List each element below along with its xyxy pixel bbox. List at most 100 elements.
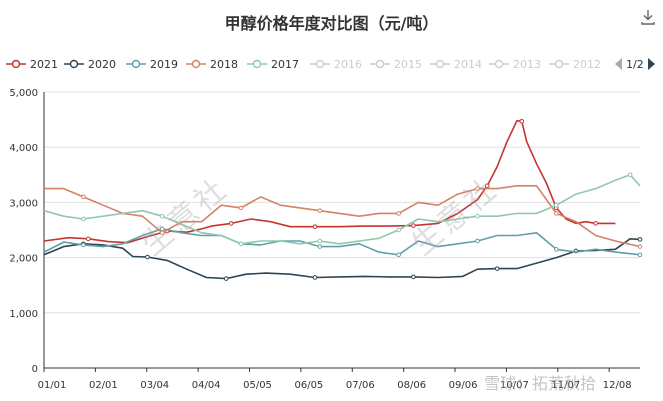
legend-item-2020[interactable]: 2020 [64, 54, 116, 74]
data-point-2020 [223, 276, 229, 281]
legend-item-2019[interactable]: 2019 [126, 54, 178, 74]
x-tick-label: 02/01 [89, 380, 118, 391]
y-tick-label: 2,000 [9, 254, 38, 265]
series-line-2021 [43, 119, 616, 244]
legend-item-2017[interactable]: 2017 [247, 54, 299, 74]
legend-item-2013[interactable]: 2013 [489, 54, 541, 74]
data-point-2018 [81, 194, 86, 200]
data-point-2020 [494, 266, 500, 271]
data-point-2019 [81, 242, 86, 248]
y-tick-label: 3,000 [9, 198, 38, 209]
x-tick-label: 10/07 [500, 380, 529, 391]
legend-item-2015[interactable]: 2015 [370, 54, 422, 74]
data-point-2017 [627, 172, 633, 178]
footer-watermark: 雪球：拓荒秋拾 [484, 374, 597, 393]
data-point-2019 [475, 238, 480, 244]
legend-item-2014[interactable]: 2014 [430, 54, 482, 74]
data-point-2021 [411, 223, 416, 228]
data-point-2020 [411, 274, 416, 280]
data-point-2021 [519, 118, 525, 124]
legend-label: 2021 [30, 57, 58, 71]
legend-swatch-marker [315, 59, 325, 69]
chevron-right-icon[interactable] [647, 58, 655, 70]
data-point-2020 [637, 237, 643, 242]
data-point-2019 [317, 244, 323, 249]
legend-swatch-marker [131, 59, 141, 69]
data-point-2017 [317, 238, 323, 244]
legend-label: 2013 [513, 57, 541, 71]
data-point-2018 [238, 205, 244, 211]
legend-swatch-marker [69, 59, 79, 69]
legend-swatch-icon [186, 59, 206, 69]
x-tick-label: 08/06 [397, 380, 426, 391]
legend-swatch-icon [430, 59, 450, 69]
legend-item-2018[interactable]: 2018 [186, 54, 238, 74]
legend-swatch-marker [435, 59, 445, 69]
chart-title: 甲醇价格年度对比图（元/吨） [224, 14, 439, 33]
legend: 2021 2020 2019 2018 2017 2016 2015 2014 2013 2012 [0, 54, 663, 74]
data-point-2017 [238, 241, 244, 247]
y-tick-label: 4,000 [9, 143, 38, 154]
series-line-2017 [43, 174, 641, 245]
data-point-2018 [159, 230, 165, 236]
data-point-2019 [637, 252, 643, 258]
data-point-2018 [637, 244, 643, 249]
legend-swatch-icon [64, 59, 84, 69]
legend-swatch-marker [252, 59, 262, 69]
data-point-2017 [396, 227, 401, 233]
x-tick-label: 06/05 [294, 380, 323, 391]
legend-label: 2014 [454, 57, 482, 71]
data-point-2021 [228, 221, 234, 226]
data-point-2019 [553, 247, 559, 252]
legend-item-2012[interactable]: 2012 [549, 54, 601, 74]
legend-label: 2019 [150, 57, 178, 71]
data-point-2017 [159, 213, 165, 219]
legend-swatch-icon [6, 59, 26, 69]
series-line-2018 [44, 185, 641, 248]
data-point-2018 [553, 211, 559, 216]
legend-swatch-icon [489, 59, 509, 69]
legend-swatch-icon [370, 59, 390, 69]
x-tick-label: 07/06 [346, 380, 375, 391]
series-line-2020 [43, 238, 641, 280]
legend-swatch-marker [375, 59, 385, 69]
y-tick-label: 5,000 [9, 88, 38, 99]
legend-swatch-icon [310, 59, 330, 69]
download-icon[interactable] [639, 8, 657, 26]
data-point-2019 [396, 252, 401, 258]
data-point-2021 [86, 236, 91, 242]
data-point-2021 [485, 183, 490, 189]
legend-swatch-icon [126, 59, 146, 69]
legend-item-2016[interactable]: 2016 [310, 54, 362, 74]
data-point-2018 [396, 211, 401, 216]
x-tick-label: 04/04 [192, 380, 221, 391]
legend-label: 2018 [210, 57, 238, 71]
data-point-2017 [475, 213, 480, 219]
legend-label: 2012 [573, 57, 601, 71]
x-tick-label: 01/01 [38, 380, 67, 391]
data-point-2017 [553, 202, 559, 208]
legend-item-2021[interactable]: 2021 [6, 54, 58, 74]
legend-pager: 1/2 [615, 55, 655, 73]
data-point-2018 [317, 208, 323, 213]
x-tick-label: 05/05 [243, 380, 272, 391]
y-tick-label: 1,000 [9, 309, 38, 320]
pager-text: 1/2 [626, 57, 644, 71]
legend-label: 2017 [271, 57, 299, 71]
series-line-2019 [43, 228, 641, 256]
legend-label: 2020 [88, 57, 116, 71]
data-point-2021 [312, 224, 318, 229]
x-tick-label: 03/04 [140, 380, 169, 391]
data-point-2017 [81, 216, 86, 222]
legend-swatch-icon [247, 59, 267, 69]
legend-swatch-marker [191, 59, 201, 69]
legend-swatch-marker [494, 59, 504, 69]
x-tick-label: 12/08 [603, 380, 632, 391]
data-point-2020 [145, 254, 150, 260]
x-tick-label: 09/06 [449, 380, 478, 391]
legend-label: 2016 [334, 57, 362, 71]
y-tick-label: 0 [32, 364, 38, 375]
chevron-left-icon[interactable] [615, 58, 622, 70]
legend-swatch-icon [549, 59, 569, 69]
